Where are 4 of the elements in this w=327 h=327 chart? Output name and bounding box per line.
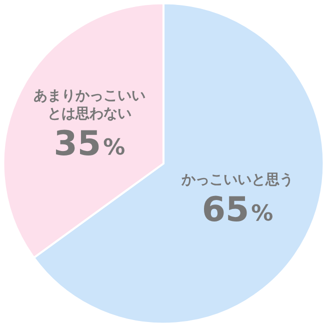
slice-label: あまりかっこいいとは思わない [33,88,146,122]
slice-label: かっこいいと思う [180,172,294,188]
data-label: 35% [54,124,126,164]
data-label: 65% [202,190,274,230]
